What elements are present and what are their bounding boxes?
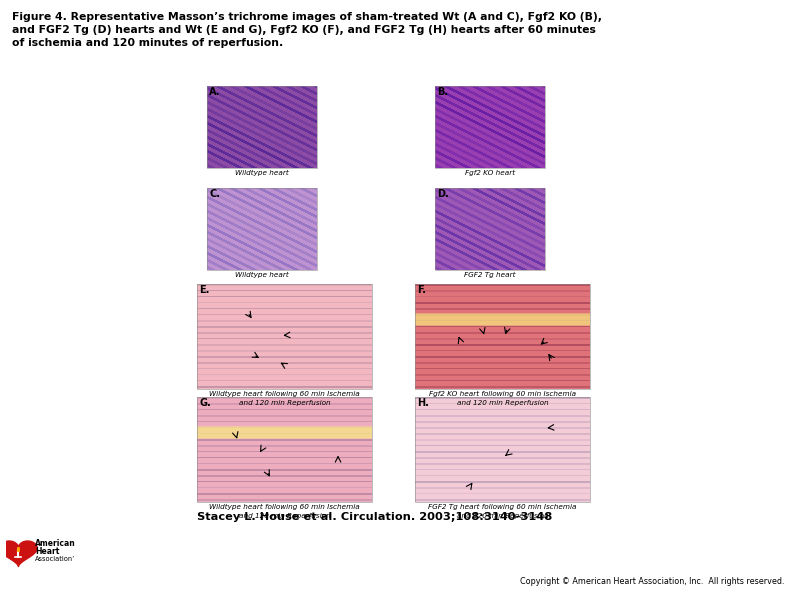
Text: and 120 min Reperfusion: and 120 min Reperfusion bbox=[457, 400, 549, 406]
Text: Figure 4. Representative Masson’s trichrome images of sham-treated Wt (A and C),: Figure 4. Representative Masson’s trichr… bbox=[12, 12, 602, 22]
Text: American: American bbox=[35, 539, 75, 548]
Text: C.: C. bbox=[209, 189, 220, 199]
Text: Wildtype heart following 60 min Ischemia: Wildtype heart following 60 min Ischemia bbox=[209, 504, 360, 510]
Text: and 120 min Reperfusion: and 120 min Reperfusion bbox=[457, 513, 549, 519]
Text: and 120 min Reperfusion: and 120 min Reperfusion bbox=[239, 400, 330, 406]
Text: D.: D. bbox=[437, 189, 449, 199]
Bar bbox=[415, 284, 590, 389]
Bar bbox=[197, 397, 372, 502]
Bar bbox=[435, 86, 545, 168]
Text: Heart: Heart bbox=[35, 547, 60, 556]
Text: Wildtype heart: Wildtype heart bbox=[235, 170, 289, 176]
Bar bbox=[207, 188, 317, 270]
Bar bbox=[197, 284, 372, 389]
Polygon shape bbox=[0, 541, 37, 566]
Text: F.: F. bbox=[417, 285, 426, 295]
Text: H.: H. bbox=[417, 398, 429, 408]
Text: FGF2 Tg heart: FGF2 Tg heart bbox=[464, 272, 516, 278]
Text: Fgf2 KO heart: Fgf2 KO heart bbox=[465, 170, 515, 176]
Text: Copyright © American Heart Association, Inc.  All rights reserved.: Copyright © American Heart Association, … bbox=[519, 577, 784, 586]
Text: Wildtype heart following 60 min Ischemia: Wildtype heart following 60 min Ischemia bbox=[209, 391, 360, 397]
Bar bbox=[435, 188, 545, 270]
Text: Association’: Association’ bbox=[35, 556, 75, 562]
Text: B.: B. bbox=[437, 87, 448, 97]
Text: Fgf2 KO heart following 60 min Ischemia: Fgf2 KO heart following 60 min Ischemia bbox=[429, 391, 576, 397]
Text: G.: G. bbox=[199, 398, 210, 408]
Text: and 120 min Reperfusion: and 120 min Reperfusion bbox=[239, 513, 330, 519]
Text: and FGF2 Tg (D) hearts and Wt (E and G), Fgf2 KO (F), and FGF2 Tg (H) hearts aft: and FGF2 Tg (D) hearts and Wt (E and G),… bbox=[12, 25, 596, 35]
Text: E.: E. bbox=[199, 285, 210, 295]
Text: A.: A. bbox=[209, 87, 221, 97]
Bar bbox=[207, 86, 317, 168]
Text: of ischemia and 120 minutes of reperfusion.: of ischemia and 120 minutes of reperfusi… bbox=[12, 38, 283, 48]
Bar bbox=[415, 397, 590, 502]
Text: Stacey L. House et al. Circulation. 2003;108:3140-3148: Stacey L. House et al. Circulation. 2003… bbox=[197, 512, 553, 522]
Text: Wildtype heart: Wildtype heart bbox=[235, 272, 289, 278]
Text: FGF2 Tg heart following 60 min Ischemia: FGF2 Tg heart following 60 min Ischemia bbox=[428, 504, 576, 510]
